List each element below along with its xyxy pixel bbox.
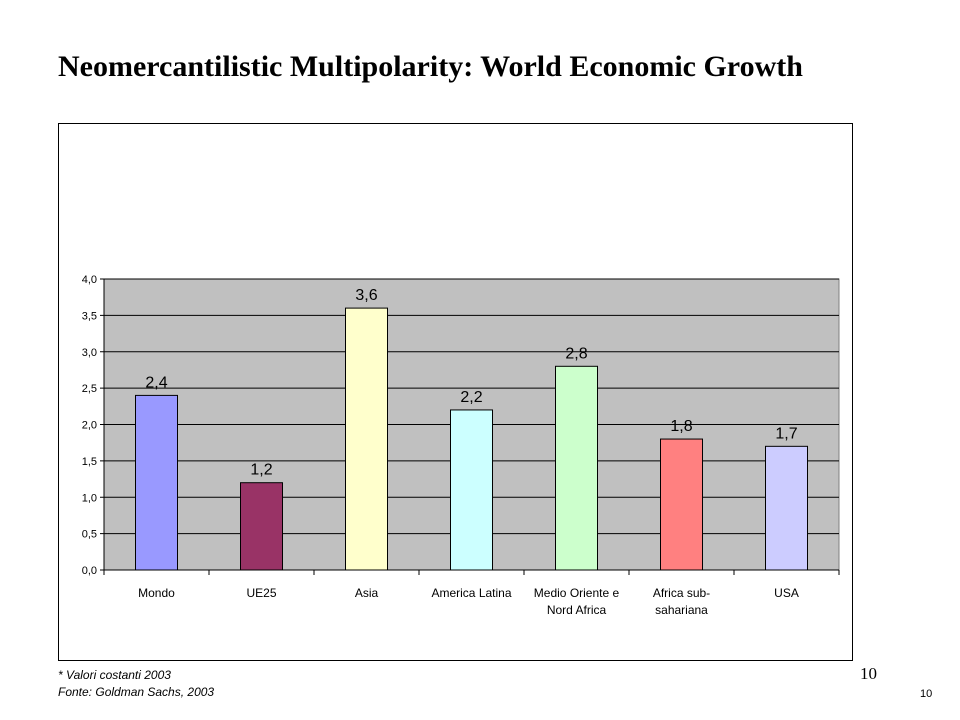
y-tick-label: 2,5: [82, 383, 97, 395]
page-number-small: 10: [920, 688, 933, 700]
x-category-label: Africa sub-: [653, 586, 710, 600]
y-tick-label: 1,0: [82, 492, 97, 504]
x-category-label: Mondo: [138, 586, 175, 600]
x-category-label: Medio Oriente e: [534, 586, 620, 600]
labels: 0,0 0,5 1,0 1,5 2,0 2,5 3,0 3,5 4,0 2,4 Mondo 1,2 UE…: [82, 274, 799, 617]
x-category-label: America Latina: [431, 586, 511, 600]
x-category-label: Asia: [355, 586, 379, 600]
y-tick-label: 3,5: [82, 310, 97, 322]
slide-title: Neomercantilistic Multipolarity: World E…: [58, 50, 803, 83]
y-tick-label: 0,0: [82, 565, 97, 577]
bar-chart: 0,0 0,5 1,0 1,5 2,0 2,5 3,0 3,5 4,0 2,4 Mondo 1,2 UE…: [82, 274, 840, 617]
y-tick-label: 4,0: [82, 274, 97, 286]
bar: [660, 438, 703, 571]
axes: [100, 278, 840, 575]
bar: [135, 394, 178, 571]
x-category-label: sahariana: [655, 603, 708, 617]
y-tick-label: 0,5: [82, 529, 97, 541]
data-label: 3,6: [355, 287, 377, 304]
bar: [240, 482, 283, 571]
data-label: 2,2: [460, 389, 482, 406]
bar: [765, 445, 808, 571]
x-category-label: USA: [774, 586, 799, 600]
chart-frame: 0,0 0,5 1,0 1,5 2,0 2,5 3,0 3,5 4,0 2,4 Mondo 1,2 UE…: [58, 123, 853, 661]
bar: [345, 307, 388, 571]
footnote-valori: * Valori costanti 2003: [58, 668, 171, 682]
bar: [450, 409, 493, 571]
bar: [555, 365, 598, 571]
data-label: 1,2: [250, 462, 272, 479]
data-label: 1,8: [670, 418, 692, 435]
page-number: 10: [860, 664, 877, 683]
y-tick-label: 2,0: [82, 420, 97, 432]
gridlines: [104, 278, 839, 535]
x-category-label: UE25: [246, 586, 276, 600]
y-tick-label: 3,0: [82, 347, 97, 359]
data-label: 2,4: [145, 374, 167, 391]
footnote-source: Fonte: Goldman Sachs, 2003: [58, 685, 215, 699]
data-label: 2,8: [565, 345, 587, 362]
bars: [135, 307, 808, 571]
data-label: 1,7: [775, 425, 797, 442]
y-tick-label: 1,5: [82, 456, 97, 468]
x-category-label: Nord Africa: [547, 603, 607, 617]
